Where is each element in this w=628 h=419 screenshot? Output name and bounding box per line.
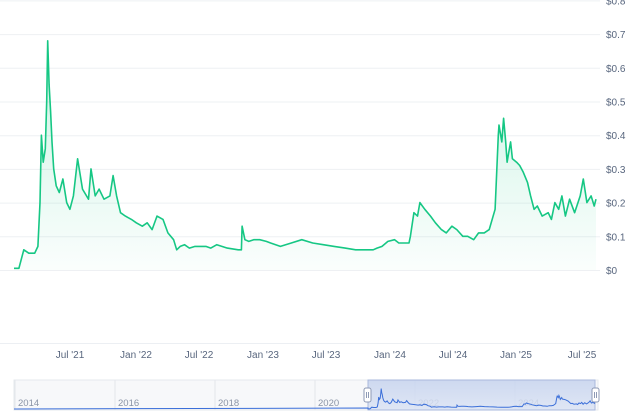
x-tick-label: Jul '21 xyxy=(56,350,85,361)
y-tick-label: $0.4 xyxy=(606,131,626,142)
navigator-right-handle[interactable] xyxy=(591,387,600,403)
y-tick-label: $0.3 xyxy=(606,165,626,176)
y-tick-label: $0.8 xyxy=(606,0,626,7)
navigator-tick-label: 2016 xyxy=(118,398,139,409)
x-tick-label: Jan '22 xyxy=(120,350,152,361)
x-tick-label: Jan '25 xyxy=(500,350,532,361)
price-line xyxy=(14,40,597,270)
navigator-price-line xyxy=(13,388,596,410)
navigator-tick-label: 2020 xyxy=(318,398,339,409)
y-tick-label: $0.6 xyxy=(606,64,626,75)
x-tick-label: Jul '22 xyxy=(185,350,214,361)
y-tick-label: $0.5 xyxy=(606,98,626,109)
x-tick-label: Jul '23 xyxy=(312,350,341,361)
x-tick-label: Jan '24 xyxy=(374,350,406,361)
navigator-tick-label: 2014 xyxy=(18,398,39,409)
x-tick-label: Jul '24 xyxy=(439,350,468,361)
price-area-fill xyxy=(14,40,596,270)
y-tick-label: $0 xyxy=(606,266,618,277)
y-tick-label: $0.7 xyxy=(606,30,626,41)
navigator-selection[interactable] xyxy=(367,379,596,411)
y-tick-label: $0.2 xyxy=(606,199,626,210)
x-tick-label: Jul '25 xyxy=(568,350,597,361)
navigator-left-handle[interactable] xyxy=(363,387,372,403)
x-axis: Jul '21 Jan '22 Jul '22 Jan '23 Jul '23 Jan '… xyxy=(56,350,597,361)
y-axis: $0.8 $0.7 $0.6 $0.5 $0.4 $0.3 $0.2 $0.1 $0 xyxy=(606,0,626,277)
y-tick-label: $0.1 xyxy=(606,232,626,243)
navigator-tick-label: 2018 xyxy=(218,398,239,409)
x-tick-label: Jan '23 xyxy=(247,350,279,361)
time-range-navigator[interactable]: 201420162018202020222024 xyxy=(13,379,600,411)
